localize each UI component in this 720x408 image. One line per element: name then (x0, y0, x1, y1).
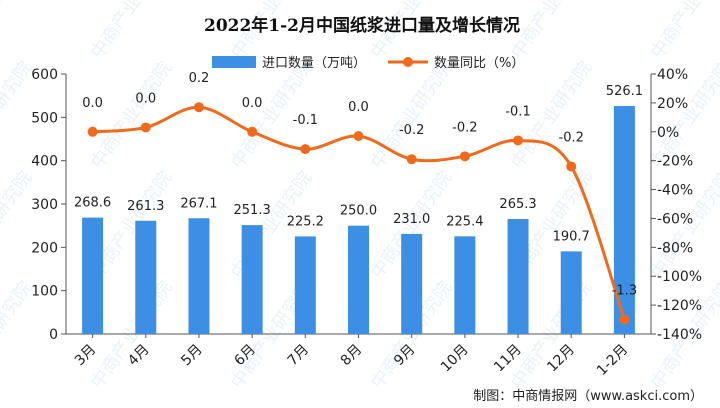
line-point (87, 126, 98, 137)
bar (560, 251, 582, 334)
source-note: 制图：中商情报网（www.askci.com） (473, 389, 703, 404)
line-point (353, 131, 364, 142)
line-value-label: -0.2 (559, 130, 584, 145)
x-tick-label: 3月 (72, 342, 100, 370)
x-tick-label: 5月 (178, 342, 206, 370)
bar-value-label: 190.7 (553, 229, 590, 244)
bar (401, 233, 423, 334)
bar-value-label: 526.1 (606, 84, 643, 99)
legend-line-label: 数量同比（%） (434, 56, 524, 71)
bar-value-label: 225.2 (287, 214, 324, 229)
bar (135, 220, 157, 334)
line-point (513, 135, 524, 146)
y-axis-left-ticks: 0 100 200 300 400 500 600 (31, 67, 66, 343)
y-left-tick-label: 400 (31, 154, 58, 170)
bar-value-label: 268.6 (74, 196, 111, 211)
bar-value-label: 261.3 (127, 199, 164, 214)
y-right-tick-label: -40% (657, 183, 693, 199)
line-point (193, 102, 204, 113)
line-series-path (92, 105, 626, 321)
y-right-tick-label: -20% (657, 154, 693, 170)
y-left-tick-label: 500 (31, 110, 58, 126)
y-left-tick-label: 600 (31, 67, 58, 83)
legend: 进口数量（万吨） 数量同比（%） (212, 56, 524, 71)
bar-value-label: 265.3 (499, 197, 536, 212)
legend-bar-swatch (212, 56, 256, 68)
y-right-tick-label: -80% (657, 240, 693, 256)
watermark-text: 中商产业研究院 (507, 0, 596, 63)
chart-title: 2022年1-2月中国纸浆进口量及增长情况 (204, 15, 520, 36)
line-value-label: 0.0 (348, 100, 369, 115)
bar-value-label: 225.4 (446, 214, 483, 229)
line-value-label: -0.2 (399, 123, 424, 138)
bar (348, 225, 369, 334)
x-tick-label: 1-2月 (594, 342, 631, 379)
line-value-label: -0.2 (452, 120, 477, 135)
y-left-tick-label: 0 (49, 327, 58, 343)
line-point (300, 144, 311, 155)
line-point (247, 126, 258, 137)
bar-value-labels: 268.6 261.3 267.1 251.3 225.2 250.0 231.0 225.4… (74, 84, 643, 244)
bar (507, 219, 529, 334)
bar-value-label: 251.3 (234, 203, 271, 218)
line-point (140, 122, 151, 133)
legend-bar-label: 进口数量（万吨） (262, 56, 366, 71)
line-value-label: -1.3 (612, 284, 637, 299)
line-value-label: 0.0 (135, 91, 156, 106)
bar-value-label: 231.0 (393, 212, 430, 227)
y-right-tick-label: 40% (657, 67, 688, 83)
watermark-text: 中商产业研究院 (0, 168, 36, 283)
y-right-tick-label: 20% (657, 96, 688, 112)
watermark-text: 中商产业研究院 (0, 0, 36, 63)
y-left-tick-label: 300 (31, 197, 58, 213)
x-tick-label: 7月 (285, 342, 313, 370)
bar-value-label: 250.0 (340, 204, 377, 219)
line-point (566, 161, 577, 172)
bar-series (82, 106, 635, 334)
line-value-label: 0.0 (82, 96, 103, 111)
bar (613, 106, 635, 334)
bar-value-label: 267.1 (180, 196, 217, 211)
x-tick-label: 10月 (438, 342, 472, 376)
y-right-tick-label: -120% (657, 298, 702, 314)
line-value-label: -0.1 (505, 104, 530, 119)
watermark-text: 中商产业研究院 (87, 58, 176, 173)
line-series: 0.0 0.0 0.2 0.0 -0.1 0.0 -0.2 -0.2 -0.1 -0.2 -1.3 (82, 71, 637, 325)
line-point (619, 314, 630, 325)
legend-line-marker (403, 57, 413, 67)
line-value-label: 0.2 (189, 71, 210, 86)
bar (241, 225, 263, 334)
bar (82, 217, 104, 334)
line-point (406, 154, 417, 165)
x-tick-label: 8月 (338, 342, 366, 370)
line-value-label: 0.0 (242, 96, 263, 111)
y-right-tick-label: -140% (657, 327, 702, 343)
y-right-tick-label: 0% (657, 125, 679, 141)
y-right-tick-label: -100% (657, 269, 702, 285)
y-left-tick-label: 100 (31, 284, 58, 300)
y-right-tick-label: -60% (657, 211, 693, 227)
line-point (459, 151, 470, 162)
y-axis-right-ticks: -140% -120% -100% -80% -60% -40% -20% 0% 20% 40% (651, 67, 702, 343)
bar (454, 236, 476, 334)
watermark-text: 中商产业研究院 (647, 0, 720, 63)
watermark-text: 中商产业研究院 (87, 0, 176, 63)
y-left-tick-label: 200 (31, 240, 58, 256)
bar (188, 218, 210, 334)
bar (294, 236, 316, 334)
line-value-label: -0.1 (293, 113, 318, 128)
